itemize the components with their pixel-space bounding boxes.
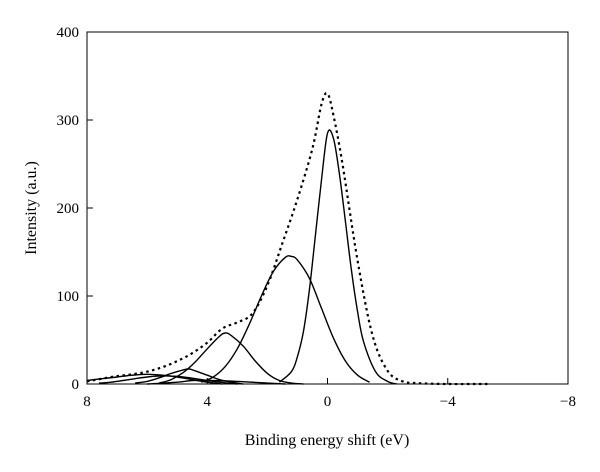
x-tick-label: 8 — [83, 394, 91, 410]
series-line-component-7 — [147, 379, 286, 385]
series-line-envelope — [86, 92, 490, 386]
plot-frame — [86, 31, 569, 385]
y-tick-label: 400 — [57, 25, 80, 41]
x-axis-label: Binding energy shift (eV) — [245, 432, 410, 449]
series-line-component-1 — [278, 129, 397, 385]
x-tick-label: 4 — [204, 394, 212, 410]
x-tick-label: −8 — [560, 394, 576, 410]
y-tick-label: 0 — [72, 377, 80, 393]
series-group — [86, 92, 490, 386]
y-tick-label: 100 — [57, 289, 80, 305]
series-line-component-2 — [200, 255, 370, 383]
x-tick-label: −4 — [440, 394, 456, 410]
series-line-component-3 — [158, 332, 304, 385]
y-tick-label: 300 — [57, 113, 80, 129]
x-tick-label: 0 — [324, 394, 332, 410]
y-axis-label: Intensity (a.u.) — [23, 161, 40, 255]
axis-ticks: 8 4 0 −4 −8 0 100 200 300 400 — [57, 25, 576, 410]
y-tick-label: 200 — [57, 201, 80, 217]
